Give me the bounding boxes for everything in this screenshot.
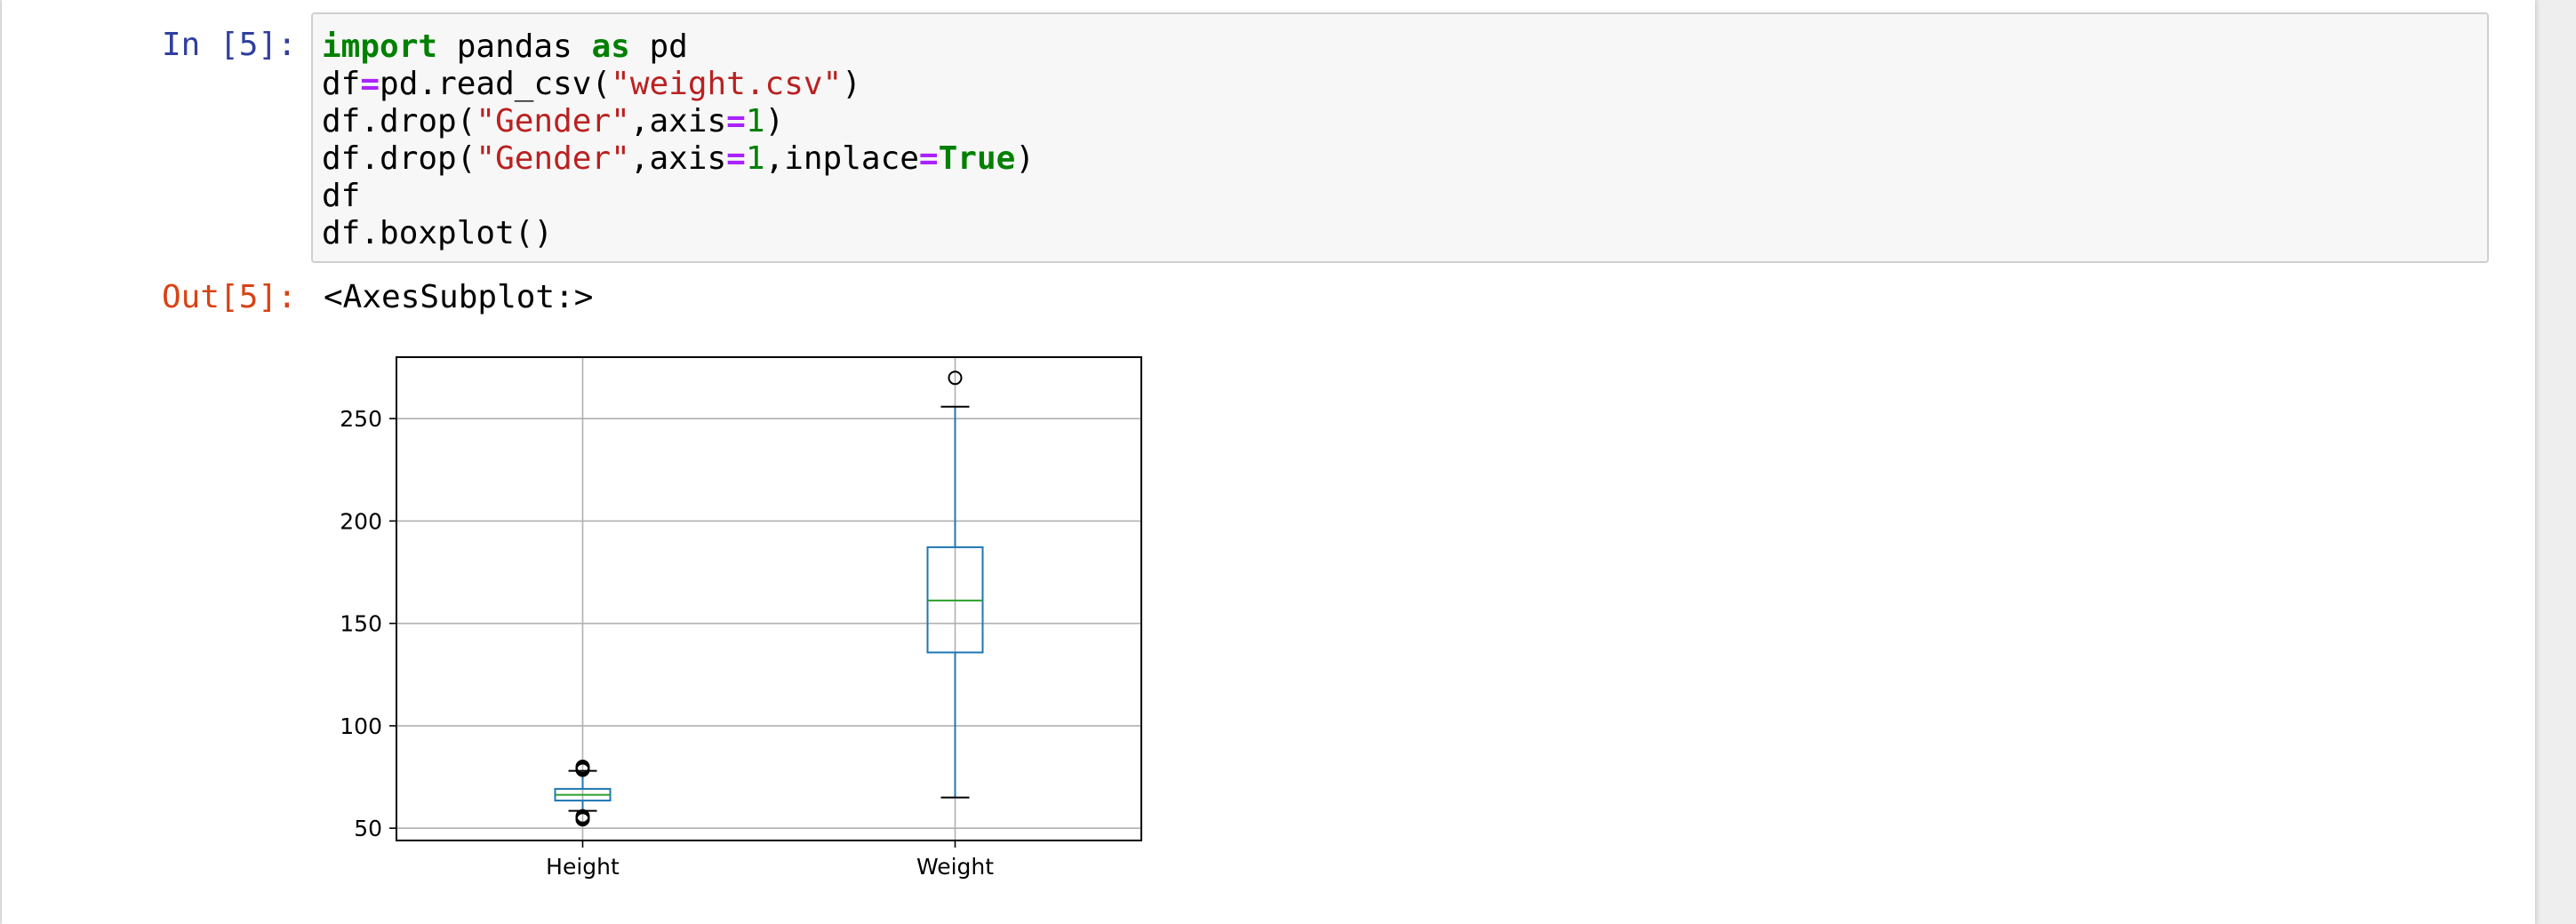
code-token: df.drop(	[322, 103, 476, 139]
code-token: ,inplace	[764, 140, 919, 177]
y-tick-label: 100	[340, 713, 382, 739]
code-editor[interactable]: import pandas as pd df=pd.read_csv("weigh…	[322, 28, 1035, 252]
code-token: )	[764, 103, 785, 139]
code-token: df.drop(	[322, 140, 476, 177]
x-tick-label: Height	[546, 854, 620, 880]
code-line: import pandas as pd	[322, 28, 1035, 66]
code-line: df=pd.read_csv("weight.csv")	[322, 66, 1035, 103]
code-cell-input[interactable]: import pandas as pd df=pd.read_csv("weigh…	[311, 12, 2489, 263]
code-token: "weight.csv"	[611, 66, 843, 102]
code-token: as	[591, 28, 630, 65]
code-token: =	[360, 66, 380, 102]
code-token: pd.read_csv(	[380, 66, 612, 102]
code-token: =	[918, 140, 939, 177]
code-token: =	[726, 103, 746, 139]
code-token: =	[726, 140, 746, 177]
input-prompt: In [5]:	[162, 27, 297, 63]
code-token: pd	[629, 28, 688, 65]
code-token: "Gender"	[476, 140, 630, 177]
axes-frame	[396, 356, 1142, 841]
y-tick-label: 50	[354, 816, 382, 841]
code-token: import	[322, 28, 438, 65]
code-token: "Gender"	[476, 103, 630, 139]
code-line: df.drop("Gender",axis=1,inplace=True)	[322, 140, 1035, 178]
code-line: df.boxplot()	[322, 215, 1035, 252]
y-tick-label: 150	[340, 611, 382, 637]
boxplot-chart: 50 100 150 200 250 Height Weight	[340, 356, 1142, 880]
code-token: df	[322, 178, 361, 214]
output-text: <AxesSubplot:>	[324, 279, 594, 315]
plot-area	[396, 357, 1141, 840]
outlier-point	[575, 760, 590, 775]
code-token: ,axis	[629, 140, 727, 177]
code-line: df	[322, 178, 1035, 215]
x-tick-label: Weight	[916, 854, 994, 880]
output-prompt: Out[5]:	[162, 279, 297, 315]
code-token: ,axis	[629, 103, 727, 139]
y-tick-label: 250	[340, 406, 382, 432]
code-token: df	[322, 66, 361, 102]
code-token: )	[842, 66, 861, 102]
y-tick-label: 200	[340, 508, 382, 534]
code-line: df.drop("Gender",axis=1)	[322, 103, 1035, 140]
code-token: 1	[745, 103, 765, 139]
box-weight	[926, 370, 984, 799]
outlier-point	[575, 808, 590, 824]
box-height	[554, 760, 612, 827]
code-token: )	[1015, 140, 1035, 177]
code-token: 1	[745, 140, 765, 177]
code-token: df.boxplot()	[322, 215, 554, 251]
outlier-point	[948, 370, 963, 386]
code-token: pandas	[437, 28, 592, 65]
code-token: True	[938, 140, 1016, 177]
